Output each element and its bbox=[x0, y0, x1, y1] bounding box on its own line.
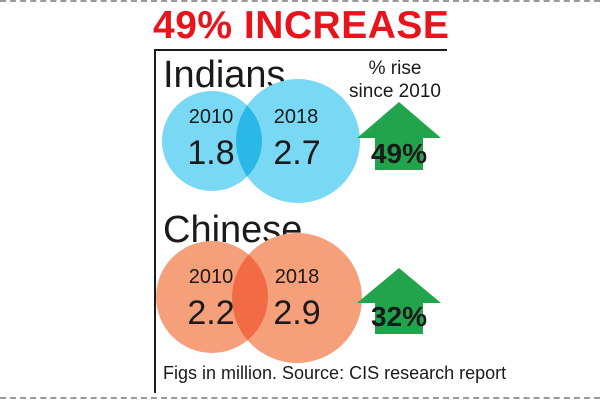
change-label-chinese: 32% bbox=[371, 301, 427, 332]
value-label-indians-2010: 1.8 bbox=[187, 134, 234, 172]
up-arrow-icon bbox=[357, 268, 441, 334]
infographic-frame bbox=[154, 49, 447, 393]
bottom-dashed-border bbox=[0, 397, 600, 399]
circle-indians-2018 bbox=[236, 79, 360, 203]
year-label-indians-2018: 2018 bbox=[274, 106, 319, 128]
rise-note-line-1: % rise bbox=[369, 58, 422, 79]
rise-note-line-2: since 2010 bbox=[349, 81, 441, 102]
value-label-chinese-2018: 2.9 bbox=[273, 294, 320, 332]
year-label-chinese-2010: 2010 bbox=[189, 266, 234, 288]
source-note: Figs in million. Source: CIS research re… bbox=[163, 363, 507, 383]
up-arrow-icon bbox=[357, 102, 441, 170]
value-label-chinese-2010: 2.2 bbox=[187, 294, 234, 332]
value-label-indians-2018: 2.7 bbox=[273, 134, 320, 172]
change-label-indians: 49% bbox=[371, 138, 427, 169]
year-label-indians-2010: 2010 bbox=[189, 106, 234, 128]
circle-indians-2010 bbox=[162, 91, 262, 191]
top-dashed-border bbox=[0, 0, 600, 2]
year-label-chinese-2018: 2018 bbox=[275, 266, 320, 288]
circle-chinese-2018 bbox=[232, 233, 362, 363]
headline: 49% INCREASE bbox=[153, 4, 450, 47]
